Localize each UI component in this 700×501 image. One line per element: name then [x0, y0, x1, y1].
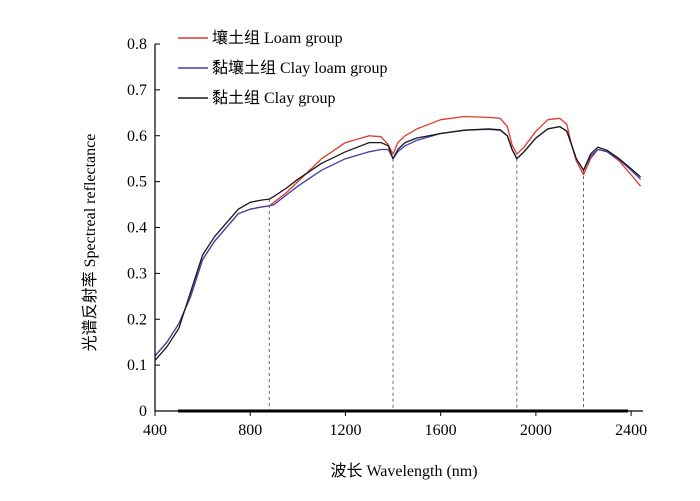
x-tick-label: 400 — [143, 422, 167, 439]
y-tick-label: 0.4 — [127, 220, 147, 237]
y-tick-label: 0.8 — [127, 36, 147, 53]
x-tick-label: 800 — [238, 422, 262, 439]
y-tick-label: 0 — [139, 403, 147, 420]
y-tick-label: 0.1 — [127, 357, 147, 374]
y-axis-title: 光谱反射率 Spectreal reflectance — [81, 134, 99, 352]
series-layer — [155, 115, 642, 361]
y-tick-label: 0.7 — [127, 82, 147, 99]
y-tick-label: 0.6 — [127, 128, 147, 145]
x-axis-title: 波长 Wavelength (nm) — [330, 462, 477, 480]
x-ticks: 400 800 1200 1600 2000 2400 — [143, 411, 647, 439]
x-tick-label: 2400 — [615, 422, 647, 439]
legend: 壤土组 Loam group 黏壤土组 Clay loam group 黏土组 Cl… — [178, 28, 388, 107]
y-tick-label: 0.3 — [127, 265, 147, 282]
y-tick-label: 0.2 — [127, 311, 147, 328]
series-line-2 — [155, 125, 642, 361]
x-tick-label: 1200 — [329, 422, 361, 439]
y-ticks: 0 0.1 0.2 0.3 0.4 0.5 0.6 0.7 0.8 — [127, 36, 160, 420]
legend-label-1: 黏壤土组 Clay loam group — [212, 58, 388, 77]
series-line-1 — [155, 125, 642, 357]
reference-lines — [268, 158, 584, 411]
legend-label-2: 黏土组 Clay group — [212, 89, 336, 107]
y-tick-label: 0.5 — [127, 174, 147, 191]
x-tick-label: 1600 — [425, 422, 457, 439]
legend-label-0: 壤土组 Loam group — [212, 28, 343, 47]
x-tick-label: 2000 — [520, 422, 552, 439]
